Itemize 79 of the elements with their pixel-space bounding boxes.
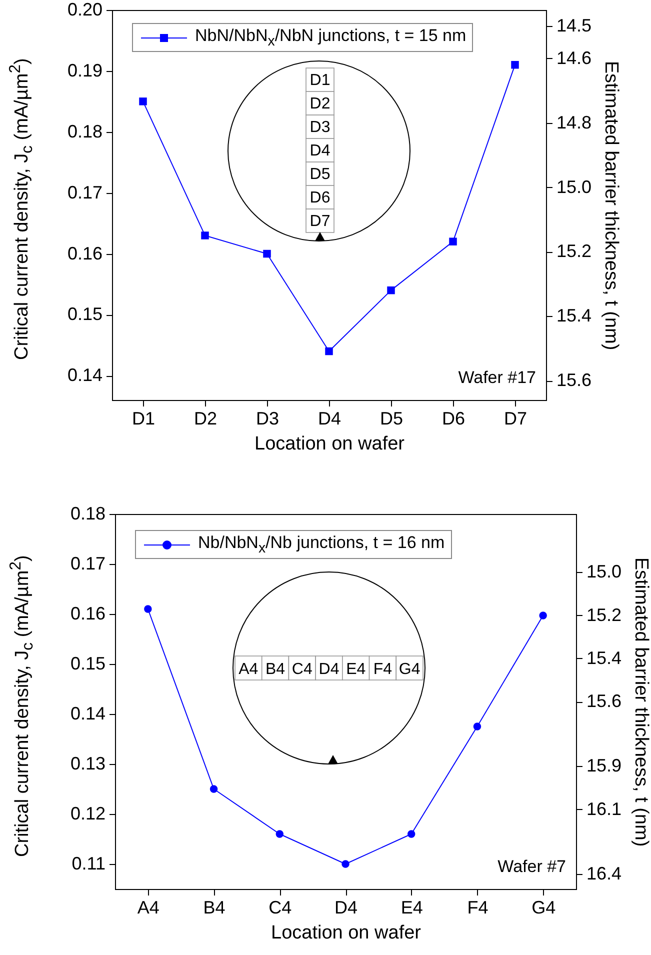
- annotation: D4: [318, 661, 340, 678]
- point: [407, 830, 416, 838]
- annotation: A4: [238, 661, 258, 678]
- annotation: D5: [310, 166, 330, 183]
- y-tick-label: 0.13: [70, 754, 106, 774]
- point: [210, 785, 218, 793]
- y2-tick-label: 14.6: [556, 48, 592, 68]
- annotation: Wafer #17: [458, 368, 536, 388]
- y2-tick-label: 15.6: [586, 691, 622, 711]
- x-tick-label: D7: [504, 408, 528, 428]
- x-tick-label: D1: [132, 408, 156, 428]
- x-tick-label: B4: [203, 898, 226, 918]
- y-tick-label: 0.14: [67, 365, 102, 386]
- y2-tick-label: 15.4: [586, 648, 622, 668]
- x-tick-label: C4: [268, 898, 292, 918]
- point: [325, 347, 333, 356]
- y-tick-label: 0.16: [70, 604, 106, 624]
- point: [449, 238, 457, 246]
- x-axis-title: Location on wafer: [271, 922, 422, 944]
- point: [539, 612, 547, 620]
- y2-tick-label: 15.2: [586, 604, 622, 625]
- point: [144, 605, 152, 613]
- y-tick-label: 0.20: [67, 0, 102, 20]
- y2-tick-label: 15.0: [586, 562, 622, 582]
- y2-tick-label: 15.0: [556, 176, 592, 197]
- y-tick-label: 0.17: [70, 554, 106, 574]
- y-tick-label: 0.11: [72, 854, 106, 874]
- point: [473, 722, 482, 730]
- y-tick-label: 0.18: [67, 121, 102, 142]
- legend-label: NbN/NbN$_{x}$/NbN junctions, t = 15 nm: [195, 26, 466, 50]
- y2-tick-label: 15.9: [586, 756, 622, 776]
- x-tick-label: F4: [467, 898, 488, 918]
- x-tick-label: D4: [334, 898, 358, 918]
- y2-tick-label: 16.4: [586, 863, 622, 884]
- x-tick-label: E4: [400, 898, 423, 918]
- annotation: C4: [292, 661, 312, 678]
- point: [276, 830, 284, 838]
- y2-axis-title: Estimated barrier thickness, t (nm): [630, 557, 651, 847]
- y2-tick-label: 15.4: [556, 306, 592, 326]
- x-tick-label: A4: [137, 898, 160, 918]
- annotation: F4: [373, 661, 392, 678]
- legend-label: Nb/NbN$_{x}$/Nb junctions, t = 16 nm: [198, 533, 445, 556]
- annotation: D1: [310, 72, 330, 89]
- y2-tick-label: 15.2: [556, 241, 592, 262]
- annotation: B4: [265, 661, 286, 678]
- annotation: D4: [310, 142, 330, 160]
- y-tick-label: 0.15: [67, 304, 102, 324]
- y-tick-label: 0.16: [67, 243, 102, 264]
- x-tick-label: D6: [442, 408, 466, 428]
- point: [387, 286, 395, 294]
- y2-axis-title: Estimated barrier thickness, t (nm): [600, 60, 622, 350]
- y-tick-label: 0.18: [70, 504, 106, 524]
- annotation: D7: [310, 213, 330, 230]
- y2-tick-label: 15.6: [556, 370, 592, 390]
- y-tick-label: 0.14: [70, 704, 106, 724]
- annotation: D3: [310, 119, 330, 136]
- y2-tick-label: 14.8: [556, 112, 592, 132]
- y-tick-label: 0.15: [70, 654, 106, 674]
- y-tick-label: 0.12: [70, 804, 106, 824]
- x-tick-label: D4: [318, 408, 342, 428]
- point: [139, 98, 147, 106]
- point: [511, 60, 519, 69]
- annotation: Wafer #7: [498, 857, 566, 877]
- y2-tick-label: 14.5: [556, 16, 592, 36]
- x-tick-label: D5: [380, 408, 404, 428]
- point: [263, 250, 271, 258]
- annotation: D6: [310, 190, 330, 206]
- x-tick-label: D3: [256, 408, 280, 428]
- y-tick-label: 0.17: [67, 182, 102, 202]
- annotation: E4: [346, 661, 366, 678]
- point: [342, 860, 350, 868]
- y2-tick-label: 16.1: [586, 798, 622, 819]
- x-tick-label: G4: [532, 898, 556, 918]
- y-tick-label: 0.19: [67, 60, 102, 80]
- annotation: D2: [310, 96, 330, 112]
- annotation: G4: [398, 661, 420, 678]
- x-tick-label: D2: [194, 408, 218, 428]
- x-axis-title: Location on wafer: [254, 434, 406, 454]
- point: [201, 232, 209, 240]
